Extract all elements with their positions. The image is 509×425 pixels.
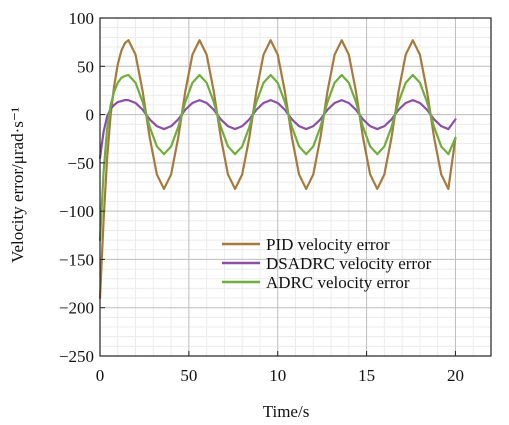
x-axis-ticks: 0 50 10 15 20 [96,351,464,385]
y-tick-label: 50 [77,57,94,76]
series-line-1 [98,39,457,300]
y-axis-label: Velocity error/μrad·s⁻¹ [8,107,27,263]
y-axis-ticks: 100 50 0 −50 −100 −150 −200 −250 [59,9,105,366]
series-line-3 [98,73,457,242]
major-gridlines [100,18,491,356]
x-tick-label: 0 [96,366,105,385]
y-tick-label: −250 [59,347,94,366]
y-tick-label: 0 [86,106,95,125]
x-tick-label: 10 [269,366,286,385]
series-line-2 [98,98,457,160]
legend-label: ADRC velocity error [266,273,410,292]
x-tick-label: 15 [358,366,375,385]
series-layer [98,39,457,300]
y-tick-label: −50 [67,154,94,173]
legend-label: PID velocity error [266,235,390,254]
y-tick-label: −100 [59,202,94,221]
y-tick-label: −150 [59,250,94,269]
x-axis-label: Time/s [263,402,310,421]
x-tick-label: 50 [180,366,197,385]
x-tick-label: 20 [447,366,464,385]
legend-label: DSADRC velocity error [266,254,432,273]
y-tick-label: 100 [69,9,95,28]
plot-frame [99,17,492,357]
y-tick-label: −200 [59,299,94,318]
minor-gridlines [100,18,491,356]
